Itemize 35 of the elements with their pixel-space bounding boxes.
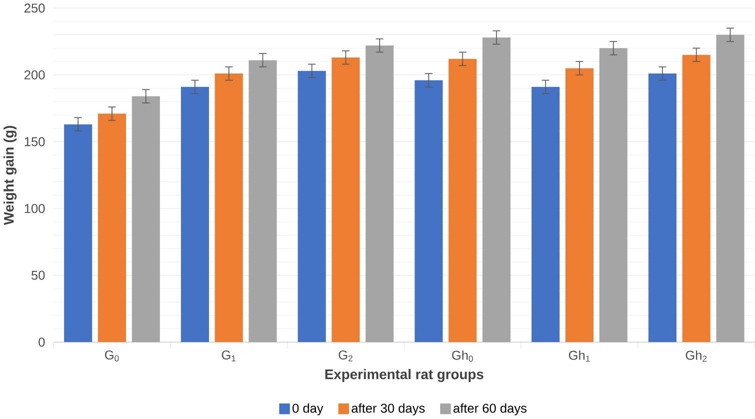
x-tick-label: Gh$_{1}$ [568, 350, 590, 362]
y-tick-label: 250 [24, 4, 45, 13]
x-tick-label: Gh$_{2}$ [686, 350, 707, 362]
y-tick-label: 50 [32, 271, 45, 280]
bar [682, 55, 710, 342]
y-tick-label: 100 [24, 204, 45, 214]
y-tick-label: 200 [24, 70, 45, 80]
bar [482, 38, 511, 342]
bar [98, 114, 126, 342]
bar [599, 48, 628, 342]
bar [332, 58, 360, 342]
bar [366, 46, 394, 342]
bar [716, 35, 744, 342]
bar [64, 124, 92, 342]
x-tick-label: G$_{1}$ [222, 350, 236, 362]
bar [248, 60, 277, 342]
x-axis-title: Experimental rat groups [325, 369, 484, 382]
bar [532, 87, 560, 342]
legend-label: 0 day [292, 404, 324, 416]
bar [214, 74, 243, 342]
bar [414, 80, 443, 342]
y-tick-label: 0 [38, 338, 45, 347]
bar [298, 71, 326, 342]
legend-label: after 30 days [352, 404, 425, 416]
x-tick-label: G$_{0}$ [105, 350, 119, 362]
bar [132, 96, 160, 342]
y-tick-label: 150 [24, 137, 45, 146]
x-tick-label: Gh$_{0}$ [452, 350, 473, 362]
bar [448, 59, 477, 342]
x-tick-label: G$_{2}$ [338, 350, 352, 362]
legend-label: after 60 days [454, 404, 527, 416]
bar [565, 68, 594, 342]
y-axis-title: Weight gain (g) [4, 126, 17, 226]
bar [180, 87, 209, 342]
bar [648, 74, 676, 342]
